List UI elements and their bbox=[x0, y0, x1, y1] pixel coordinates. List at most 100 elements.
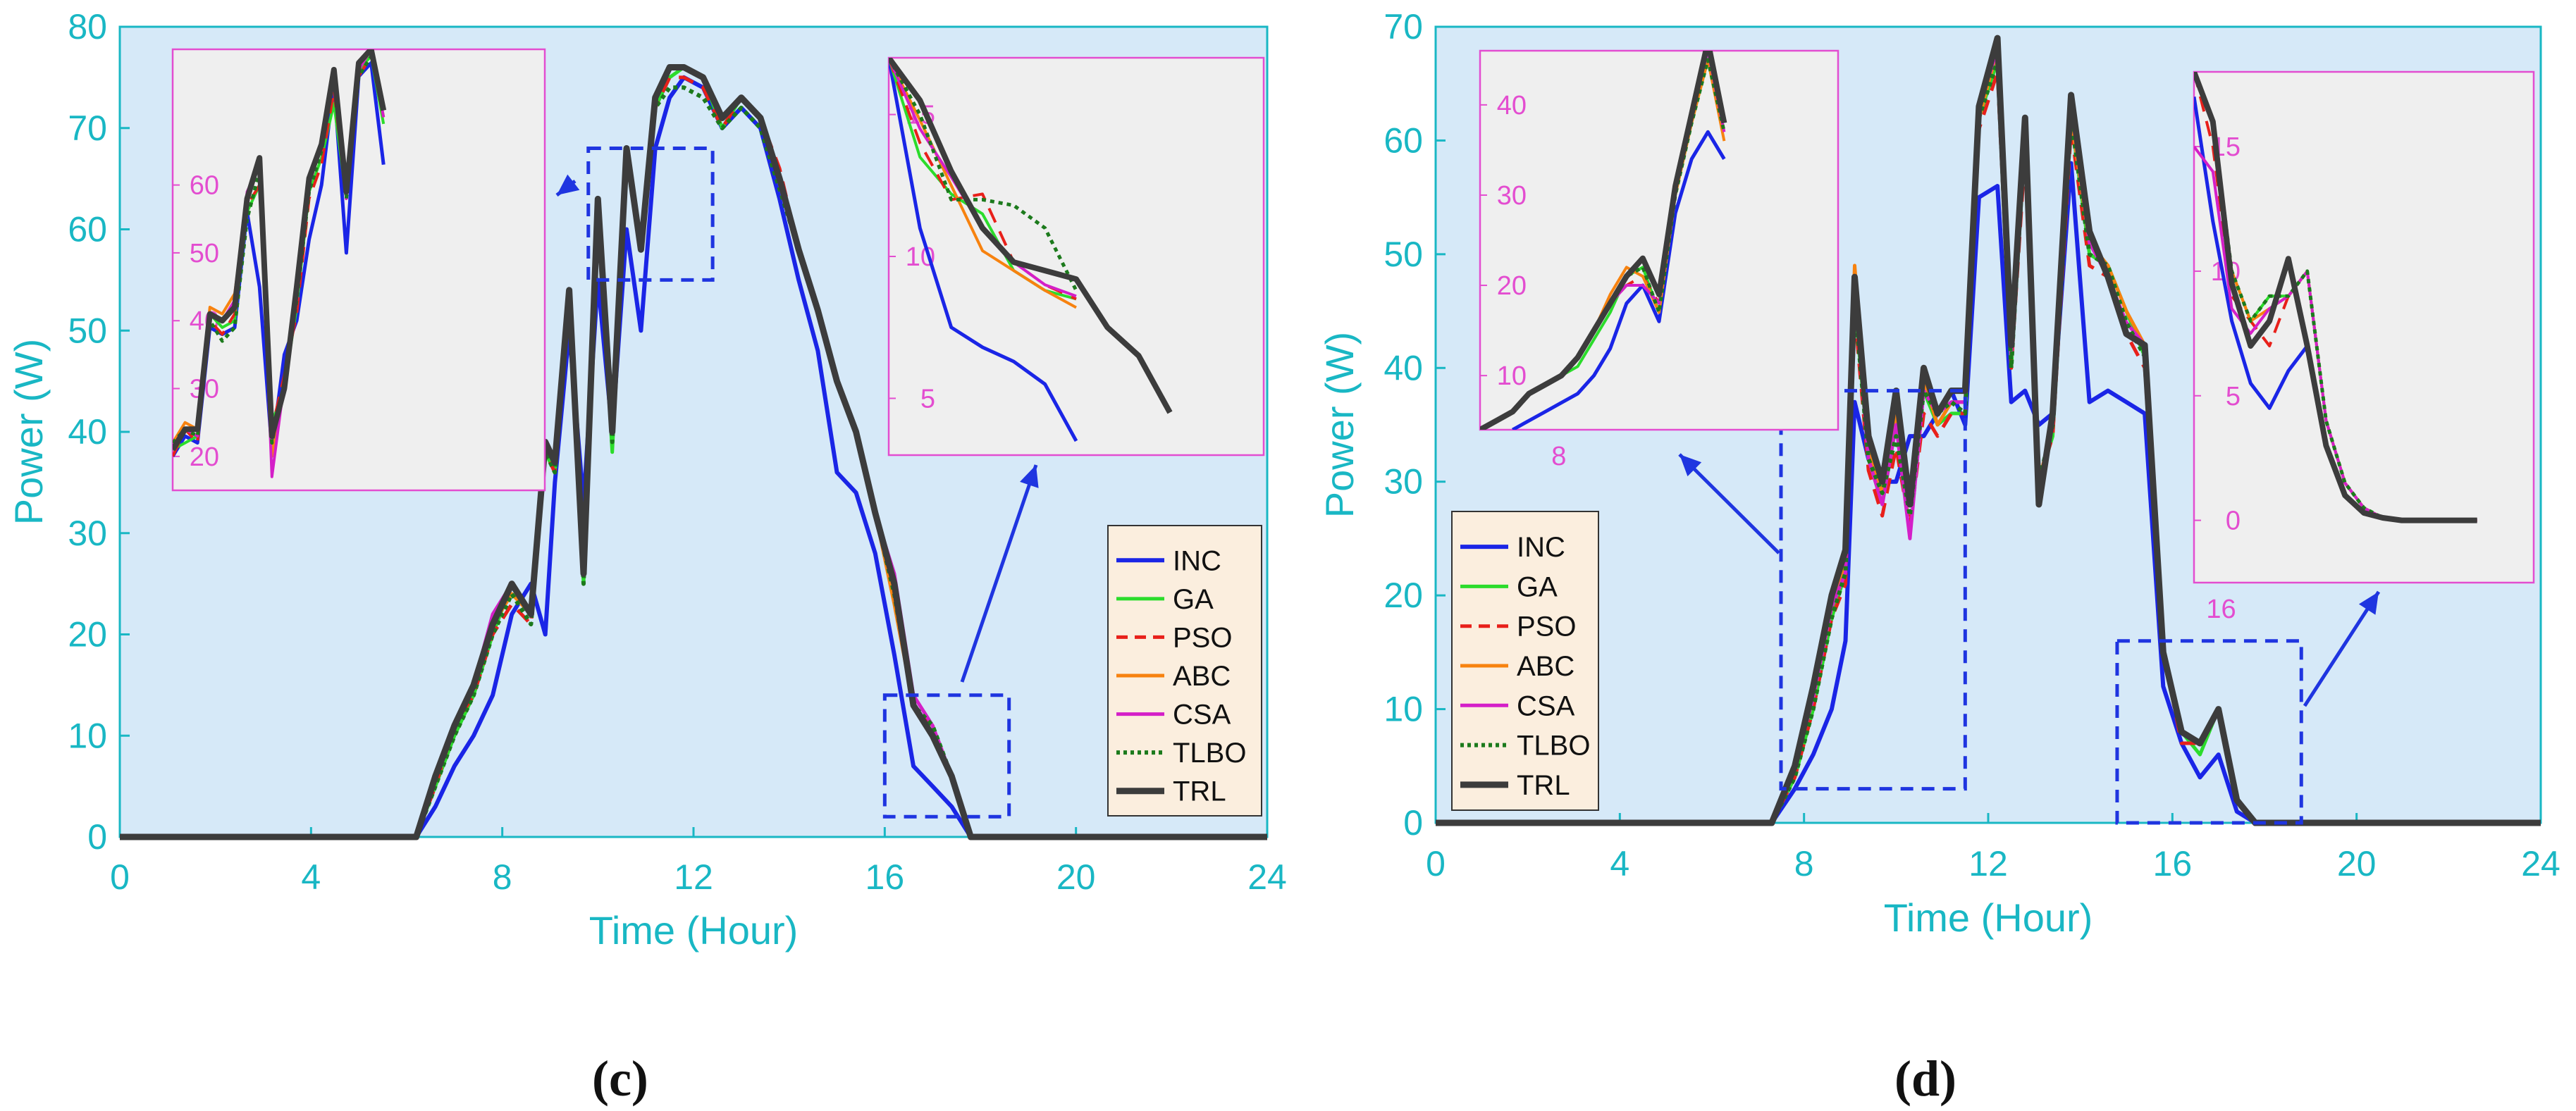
legend-label-inc: INC bbox=[1173, 545, 1221, 576]
inset-series-trl bbox=[173, 49, 387, 452]
y-tick-label: 10 bbox=[68, 716, 107, 755]
inset-y-tick-label: 50 bbox=[190, 239, 219, 268]
inset-series-inc bbox=[889, 58, 1078, 442]
legend-label-abc: ABC bbox=[1517, 651, 1574, 682]
inset-series-tlbo bbox=[889, 58, 1078, 292]
legend-label-tlbo: TLBO bbox=[1173, 738, 1246, 769]
y-axis-label: Power (W) bbox=[1317, 332, 1362, 518]
inset-y-tick-label: 20 bbox=[190, 442, 219, 472]
arrow-head-icon bbox=[557, 174, 580, 195]
caption-d: (d) bbox=[1894, 1050, 1956, 1107]
zoom-arrow-1 bbox=[1678, 453, 1780, 554]
x-tick-label: 20 bbox=[1056, 857, 1096, 897]
legend-label-pso: PSO bbox=[1517, 612, 1576, 643]
y-tick-label: 30 bbox=[1383, 462, 1423, 502]
inset-y-tick-label: 30 bbox=[1497, 181, 1527, 211]
legend-label-csa: CSA bbox=[1173, 700, 1231, 731]
y-tick-label: 30 bbox=[68, 514, 107, 553]
zoom-box-1 bbox=[1779, 389, 1967, 791]
x-tick-label: 4 bbox=[1610, 844, 1629, 883]
legend-label-ga: GA bbox=[1173, 584, 1214, 615]
chart-panel-c: 0 4 8 12 16 20 24 0 10 20 30 40 50 60 70 80 Time (Hour) P… bbox=[6, 7, 1287, 952]
inset-series-pso bbox=[889, 58, 1077, 301]
legend: INC GA PSO ABC CSA TLBO TRL bbox=[1451, 511, 1599, 811]
y-tick-label: 10 bbox=[1383, 690, 1423, 729]
zoom-box-2 bbox=[2115, 639, 2303, 825]
series-line-inc bbox=[1436, 161, 2541, 825]
inset-1: 10 20 30 40 8 bbox=[1479, 49, 1839, 471]
inset-lines bbox=[2194, 72, 2477, 523]
x-tick-label: 24 bbox=[1247, 857, 1287, 897]
x-tick-label: 16 bbox=[2153, 844, 2193, 883]
zoom-box-1 bbox=[586, 147, 715, 282]
inset-lines bbox=[173, 49, 387, 478]
x-tick-label: 12 bbox=[674, 857, 713, 897]
inset-frame bbox=[171, 48, 546, 492]
legend-label-abc: ABC bbox=[1173, 661, 1231, 692]
x-tick-label: 24 bbox=[2521, 844, 2560, 883]
inset-series-abc bbox=[889, 58, 1077, 309]
y-tick-label: 0 bbox=[87, 817, 107, 857]
inset-series-trl bbox=[1480, 51, 1727, 430]
inset-series-inc bbox=[1511, 130, 1726, 430]
legend-label-tlbo: TLBO bbox=[1517, 731, 1590, 762]
inset-y-tick-label: 5 bbox=[2226, 382, 2241, 411]
inset-frame bbox=[2193, 70, 2535, 584]
inset-x-tick-label: 8 bbox=[1551, 442, 1566, 471]
legend-label-csa: CSA bbox=[1517, 690, 1575, 721]
inset-x-tick-label: 16 bbox=[2206, 595, 2236, 624]
y-tick-label: 0 bbox=[1403, 803, 1423, 843]
x-tick-label: 12 bbox=[1968, 844, 2008, 883]
y-tick-label: 40 bbox=[68, 412, 107, 452]
legend-box bbox=[1107, 525, 1262, 817]
arrow-head-icon bbox=[1020, 465, 1039, 488]
y-tick-label: 80 bbox=[68, 7, 107, 46]
y-tick-label: 20 bbox=[1383, 576, 1423, 615]
zoom-box-2 bbox=[882, 693, 1011, 819]
zoom-arrow-2 bbox=[2303, 590, 2381, 707]
y-tick-label: 60 bbox=[1383, 120, 1423, 160]
x-tick-label: 8 bbox=[1794, 844, 1814, 883]
legend-box bbox=[1451, 511, 1599, 811]
x-tick-label: 8 bbox=[493, 857, 512, 897]
legend: INC GA PSO ABC CSA TLBO TRL bbox=[1107, 525, 1262, 817]
x-tick-label: 16 bbox=[865, 857, 905, 897]
inset-y-tick-label: 5 bbox=[920, 384, 935, 414]
series-line-trl bbox=[1436, 35, 2541, 826]
legend-label-pso: PSO bbox=[1173, 622, 1232, 653]
inset-series-trl bbox=[889, 58, 1173, 414]
x-tick-label: 0 bbox=[110, 857, 130, 897]
y-tick-label: 20 bbox=[68, 615, 107, 654]
x-tick-label: 0 bbox=[1426, 844, 1446, 883]
y-tick-label: 50 bbox=[68, 311, 107, 350]
inset-y-tick-label: 10 bbox=[1497, 361, 1527, 391]
legend-label-ga: GA bbox=[1517, 571, 1558, 602]
y-tick-label: 60 bbox=[68, 210, 107, 249]
x-axis-label: Time (Hour) bbox=[1884, 895, 2093, 940]
arrow-head-icon bbox=[1680, 454, 1702, 477]
y-tick-label: 50 bbox=[1383, 235, 1423, 274]
x-axis-label: Time (Hour) bbox=[589, 908, 799, 952]
arrow-head-icon bbox=[2358, 592, 2379, 615]
y-axis-label: Power (W) bbox=[6, 339, 51, 525]
inset-y-tick-label: 20 bbox=[1497, 271, 1527, 301]
x-tick-label: 20 bbox=[2337, 844, 2377, 883]
y-tick-label: 70 bbox=[68, 108, 107, 148]
inset-lines bbox=[889, 58, 1173, 442]
inset-frame bbox=[1479, 49, 1839, 431]
legend-label-trl: TRL bbox=[1517, 770, 1570, 801]
y-tick-label: 70 bbox=[1383, 7, 1423, 46]
inset-lines bbox=[1480, 51, 1727, 430]
y-tick-label: 40 bbox=[1383, 348, 1423, 387]
series-line-trl bbox=[120, 64, 1267, 840]
legend-label-inc: INC bbox=[1517, 532, 1565, 563]
inset-y-tick-label: 40 bbox=[1497, 91, 1527, 120]
legend-label-trl: TRL bbox=[1173, 776, 1226, 807]
x-tick-label: 4 bbox=[301, 857, 321, 897]
inset-series-trl bbox=[2194, 72, 2477, 523]
chart-panel-d: 0 4 8 12 16 20 24 0 10 20 30 40 50 60 70 Time (Hour) Pow… bbox=[1317, 7, 2560, 940]
